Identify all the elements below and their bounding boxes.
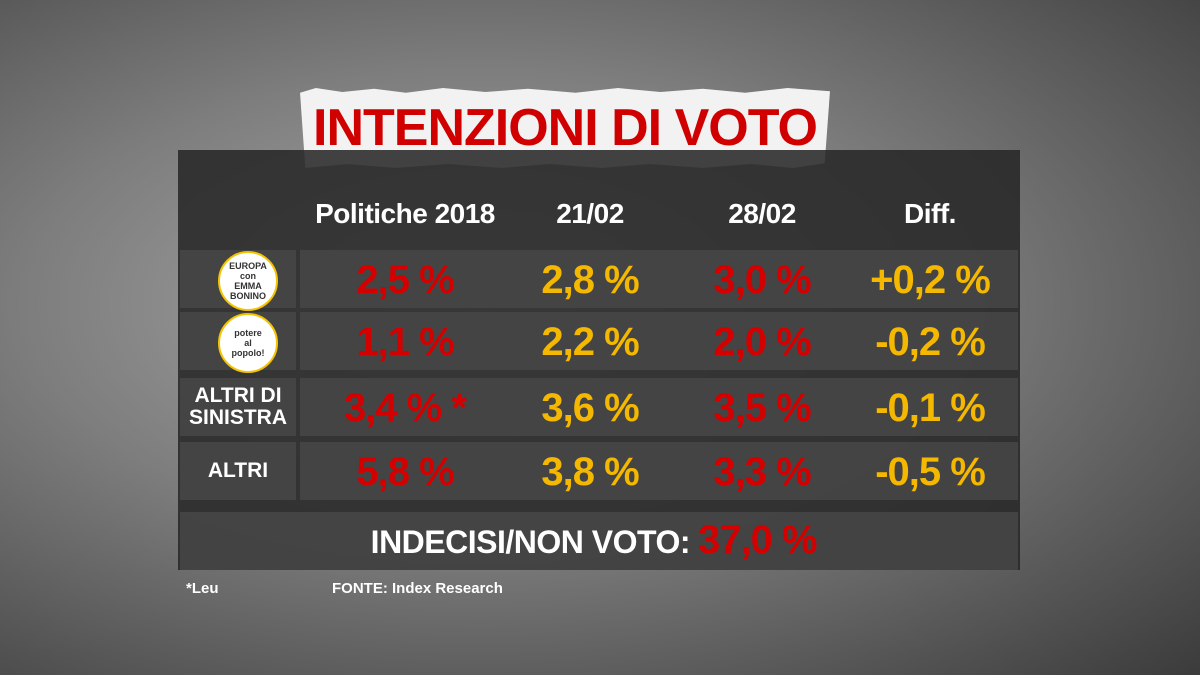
undecided-band: [180, 512, 1018, 570]
row-band: [300, 250, 1018, 308]
column-header: 28/02: [728, 198, 796, 229]
cell-value: -0,5 %: [875, 450, 986, 494]
logo-text: popolo!: [231, 348, 265, 358]
footnote: *Leu: [186, 580, 219, 597]
cell-value: -0,2 %: [875, 320, 986, 364]
cell-value: -0,1 %: [875, 386, 986, 430]
source: FONTE: Index Research: [332, 580, 503, 597]
logo-text: con: [239, 271, 256, 281]
row-band: [300, 442, 1018, 500]
title: INTENZIONI DI VOTO: [313, 99, 818, 157]
cell-value: 3,5 %: [713, 386, 811, 430]
logo-text: EMMA: [234, 281, 262, 291]
row-label: SINISTRA: [188, 406, 287, 429]
column-header: Diff.: [904, 198, 956, 229]
cell-value: 3,8 %: [541, 450, 639, 494]
cell-value: 2,0 %: [713, 320, 811, 364]
label-box: [180, 378, 296, 436]
cell-value: 3,4 % *: [344, 386, 467, 430]
cell-value: +0,2 %: [870, 258, 991, 302]
cell-value: 3,0 %: [713, 258, 811, 302]
cell-value: 5,8 %: [356, 450, 454, 494]
column-header: Politiche 2018: [315, 198, 495, 229]
row-label: ALTRI: [207, 459, 269, 482]
column-header: 21/02: [556, 198, 624, 229]
cell-value: 2,8 %: [541, 258, 639, 302]
cell-value: 2,2 %: [541, 320, 639, 364]
cell-value: 1,1 %: [356, 320, 454, 364]
logo-text: EUROPA: [229, 261, 267, 271]
cell-value: 2,5 %: [356, 258, 454, 302]
cell-value: 3,6 %: [541, 386, 639, 430]
row-label: ALTRI DI: [194, 384, 282, 407]
row-band: [300, 378, 1018, 436]
logo-text: potere: [234, 328, 262, 338]
label-box: [180, 442, 296, 500]
logo-text: BONINO: [230, 291, 266, 301]
party-logo: potere al popolo!: [218, 313, 278, 373]
cell-value: 3,3 %: [713, 450, 811, 494]
row-band: [300, 312, 1018, 370]
undecided-label: INDECISI/NON VOTO:: [370, 524, 691, 560]
party-logo: EUROPA con EMMA BONINO: [218, 251, 278, 311]
logo-text: al: [244, 338, 252, 348]
undecided-value: 37,0 %: [698, 518, 818, 562]
